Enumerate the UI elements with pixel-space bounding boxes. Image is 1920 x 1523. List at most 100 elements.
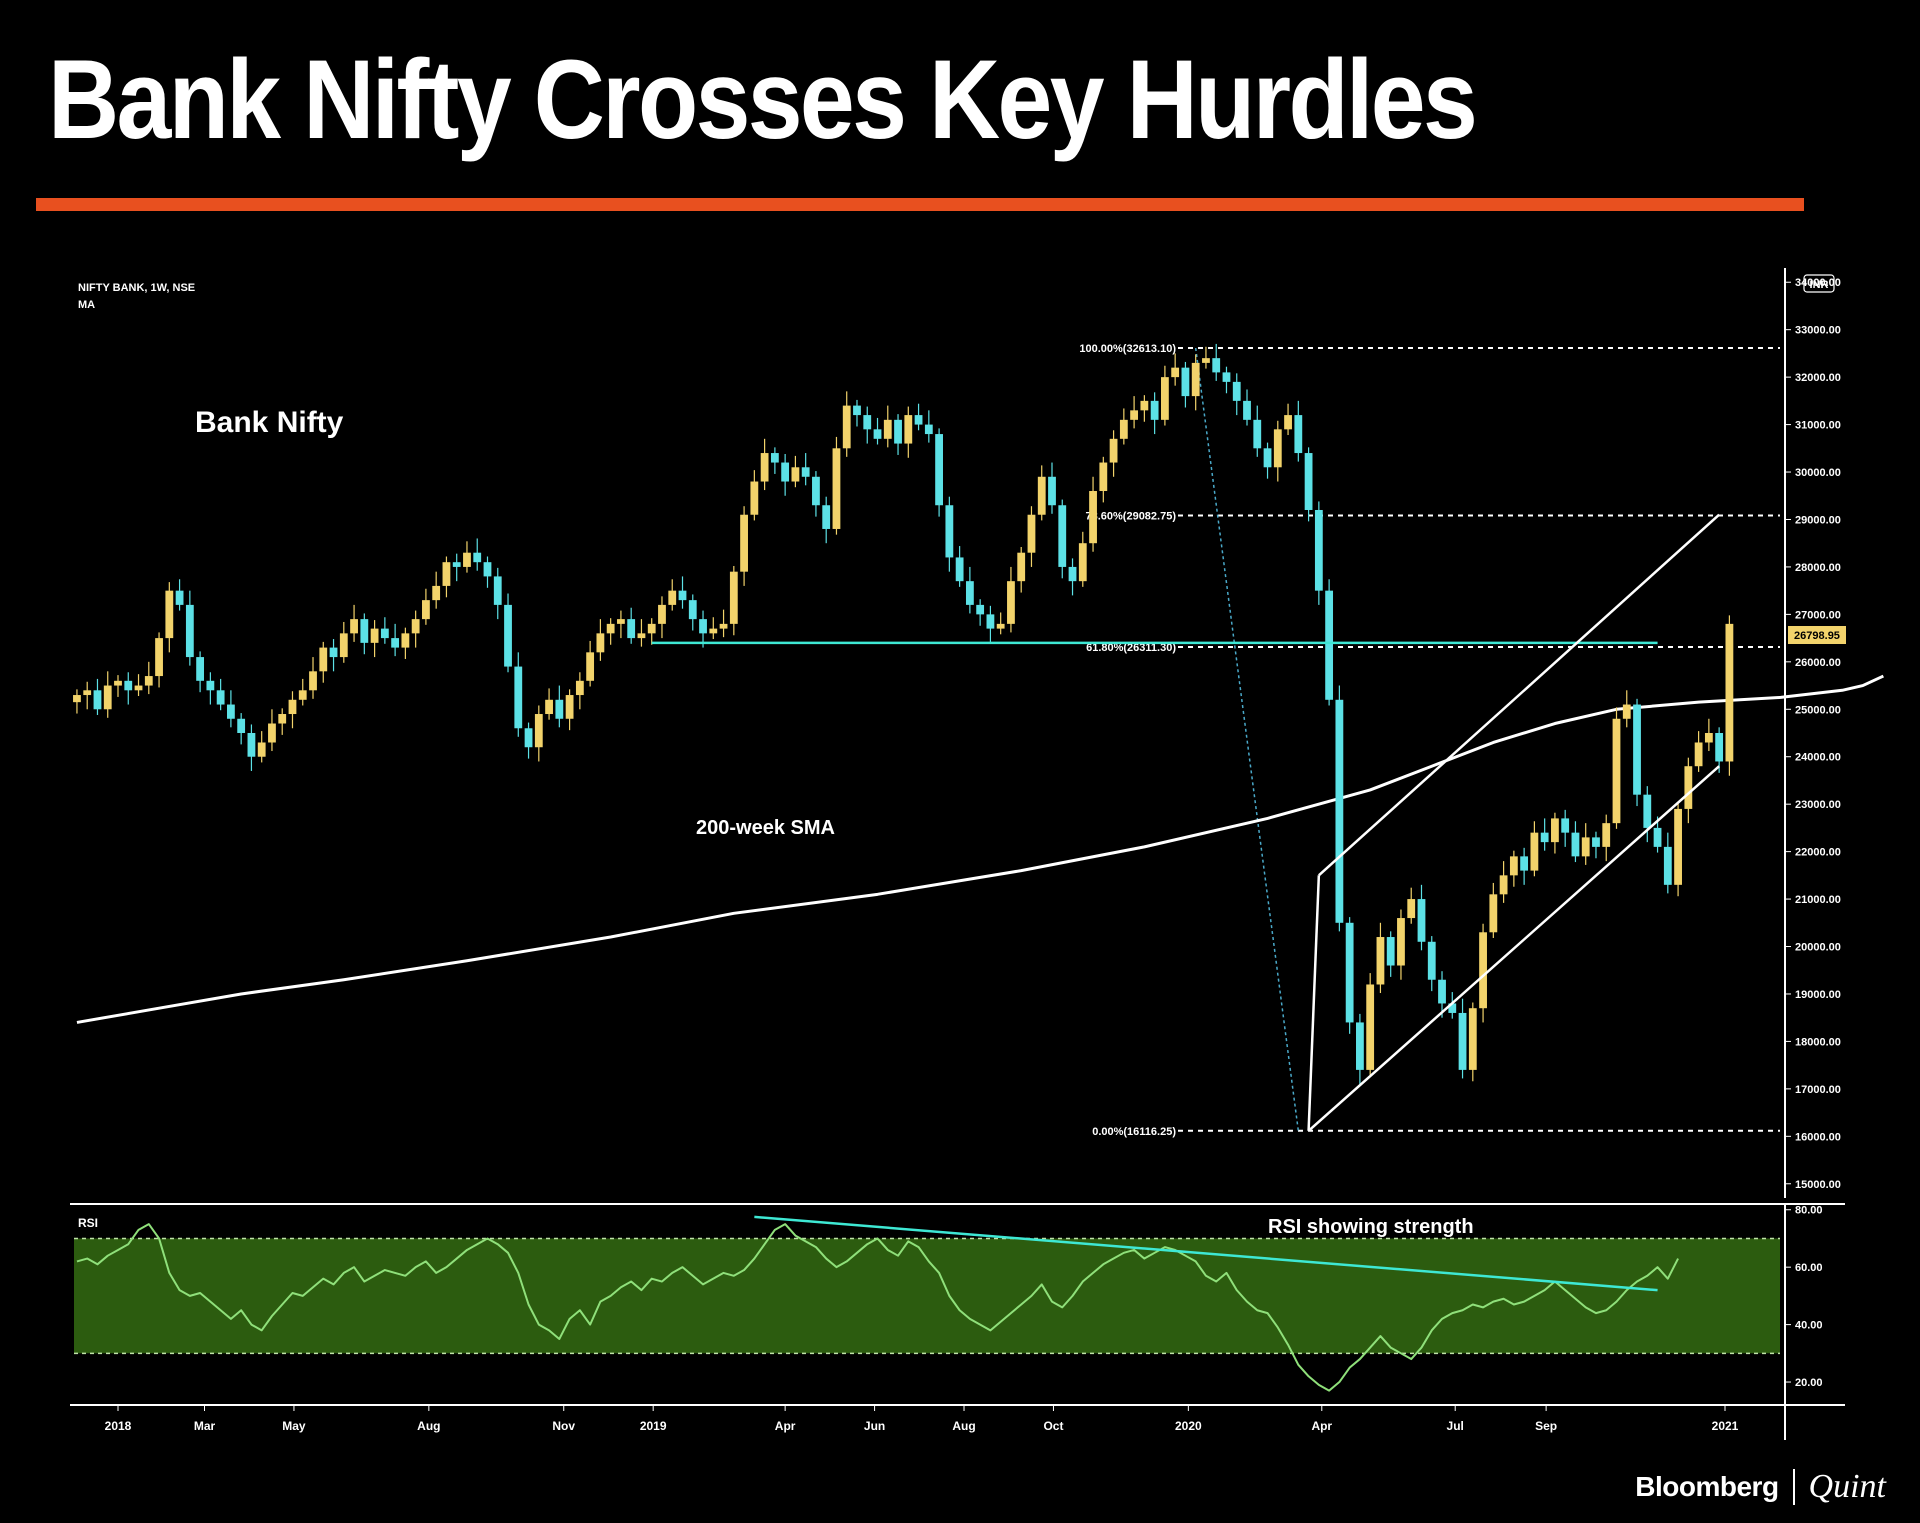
candle-bullish: [411, 619, 420, 634]
price-tick-label: 23000.00: [1795, 799, 1841, 811]
time-tick-label: Sep: [1535, 1419, 1557, 1433]
candle-bearish: [329, 647, 338, 658]
candle-bearish: [1520, 856, 1529, 871]
candle-bullish: [1078, 543, 1087, 582]
price-tick-label: 32000.00: [1795, 372, 1841, 384]
candle-bullish: [658, 604, 666, 624]
candle-bearish: [1653, 827, 1662, 847]
candle-bearish: [227, 704, 235, 719]
price-tick-label: 16000.00: [1795, 1131, 1841, 1143]
candle-bullish: [257, 742, 266, 757]
candle-bullish: [278, 714, 287, 724]
candle-bearish: [1458, 1012, 1467, 1070]
candle-bearish: [812, 476, 820, 506]
candle-bullish: [709, 628, 718, 634]
brand-name: Bloomberg: [1635, 1471, 1779, 1502]
candle-bearish: [965, 581, 974, 605]
price-tick-label: 19000.00: [1795, 989, 1841, 1001]
rsi-annotation: RSI showing strength: [1268, 1216, 1474, 1238]
candle-bearish: [894, 419, 902, 444]
price-tick-label: 17000.00: [1795, 1084, 1841, 1096]
rsi-tick-label: 40.00: [1795, 1320, 1823, 1332]
channel-left-edge: [1307, 875, 1321, 1131]
candle-bullish: [647, 623, 656, 634]
candle-bullish: [73, 695, 81, 703]
candle-bullish: [114, 680, 122, 686]
candle-bearish: [391, 638, 400, 648]
candle-bullish: [288, 699, 297, 715]
candle-bearish: [483, 562, 492, 577]
candle-bullish: [1684, 766, 1693, 809]
candle-bullish: [1622, 704, 1631, 719]
candle-bullish: [339, 633, 348, 658]
time-tick-label: Jul: [1447, 1419, 1464, 1433]
brand-divider: [1792, 1469, 1795, 1505]
candle-bullish: [1376, 937, 1385, 985]
candle-bearish: [945, 505, 954, 558]
indicator-label: MA: [78, 299, 95, 311]
candle-bullish: [1037, 476, 1046, 515]
candle-bearish: [1571, 832, 1580, 857]
candle-bullish: [144, 676, 153, 686]
price-series-label: Bank Nifty: [195, 406, 344, 439]
time-tick-label: Aug: [952, 1419, 975, 1433]
rsi-line: [76, 1223, 1679, 1392]
candle-bullish: [1366, 984, 1375, 1070]
candle-bearish: [175, 590, 184, 605]
candle-bullish: [1551, 818, 1559, 843]
candle-bullish: [463, 552, 471, 567]
candle-bearish: [504, 604, 512, 667]
fib-level-label: 100.00%(32613.10): [1079, 343, 1176, 355]
candle-bullish: [1694, 742, 1703, 767]
candle-bullish: [1725, 623, 1734, 762]
candle-bullish: [637, 633, 646, 639]
candle-bearish: [955, 557, 964, 582]
rsi-pane-label: RSI: [78, 1216, 98, 1230]
candle-bullish: [1140, 400, 1149, 411]
candle-bearish: [873, 429, 882, 439]
candle-bullish: [750, 481, 759, 515]
fib-level-label: 78.60%(29082.75): [1085, 511, 1176, 523]
rsi-overbought-oversold-band: [74, 1238, 1780, 1354]
price-tick-label: 18000.00: [1795, 1036, 1841, 1048]
candle-bullish: [1489, 894, 1498, 933]
price-tick-label: 30000.00: [1795, 467, 1841, 479]
candle-bearish: [216, 690, 225, 705]
candle-bullish: [83, 690, 92, 696]
candle-bullish: [350, 619, 358, 634]
candle-bullish: [740, 514, 748, 572]
time-tick-label: Jun: [864, 1419, 885, 1433]
candle-bearish: [524, 728, 533, 748]
candle-bearish: [1335, 699, 1344, 923]
candle-bullish: [1027, 514, 1036, 553]
candle-bearish: [1643, 794, 1652, 828]
fib-retracement-diagonal: [1194, 347, 1300, 1131]
price-tick-label: 28000.00: [1795, 562, 1841, 574]
price-tick-label: 24000.00: [1795, 752, 1841, 764]
price-tick-label: 33000.00: [1795, 325, 1841, 337]
fib-level-label: 0.00%(16116.25): [1092, 1126, 1176, 1138]
currency-label: INR: [1810, 279, 1829, 291]
chart-frame: [70, 268, 1845, 1440]
candle-bullish: [791, 467, 800, 482]
candle-bearish: [1243, 400, 1251, 420]
rsi-tick-label: 80.00: [1795, 1205, 1823, 1217]
rsi-trendline: [754, 1215, 1658, 1292]
candle-bearish: [770, 453, 779, 463]
price-tick-label: 31000.00: [1795, 420, 1841, 432]
price-tick-label: 20000.00: [1795, 942, 1841, 954]
candle-bullish: [268, 723, 276, 743]
candle-bullish: [165, 590, 174, 639]
fib-level-label: 61.80%(26311.30): [1086, 642, 1176, 654]
price-tick-label: 15000.00: [1795, 1179, 1841, 1191]
price-tick-label: 34000.00: [1795, 277, 1841, 289]
price-tick-label: 25000.00: [1795, 704, 1841, 716]
candle-bullish: [1273, 429, 1282, 468]
headline-underline: [36, 198, 1804, 211]
candle-bearish: [206, 680, 215, 691]
candle-bullish: [1612, 718, 1621, 824]
candle-bullish: [1089, 491, 1097, 544]
candle-bullish: [1499, 875, 1508, 895]
candle-bullish: [298, 690, 307, 700]
